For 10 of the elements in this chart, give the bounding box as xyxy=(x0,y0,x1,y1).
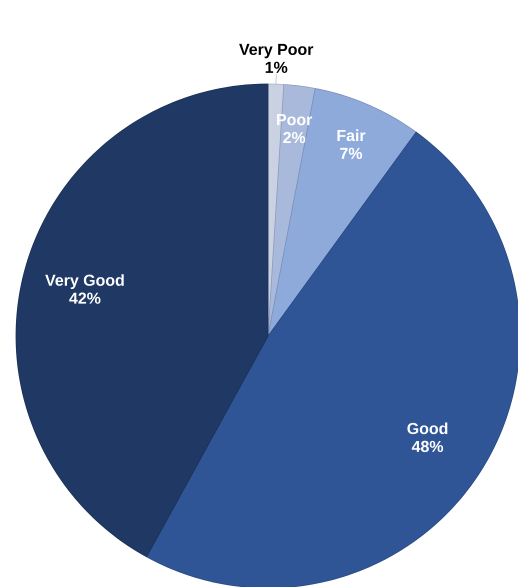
slice-label: Fair xyxy=(337,129,366,142)
data-label: 2% xyxy=(283,132,306,144)
data-label: 42% xyxy=(69,292,100,304)
data-label: 1% xyxy=(266,62,288,73)
data-label: 48% xyxy=(412,440,444,452)
slice-label: Poor xyxy=(277,114,312,126)
slice-label: Very Poor xyxy=(239,44,314,58)
slice-label: Very Good xyxy=(45,274,124,290)
slice-label: Good xyxy=(407,422,448,434)
data-label: 7% xyxy=(340,148,362,159)
